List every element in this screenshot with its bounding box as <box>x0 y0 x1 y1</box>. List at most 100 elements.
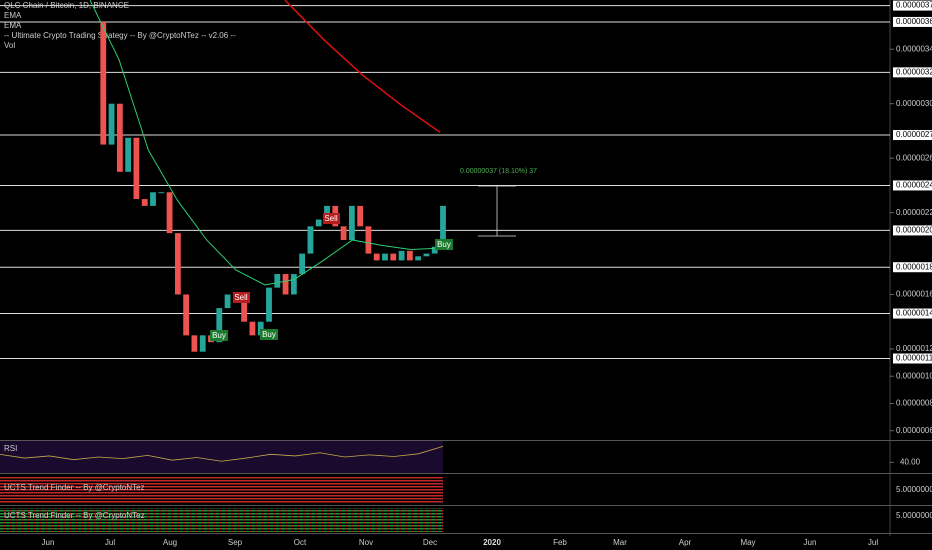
candle <box>324 205 330 220</box>
candle <box>216 308 223 343</box>
candle <box>307 226 314 254</box>
y-tick-label: 5.0000000 <box>896 485 932 494</box>
x-tick-label: Apr <box>679 538 692 547</box>
candle <box>191 335 198 352</box>
candle <box>166 192 173 234</box>
candle <box>174 233 181 295</box>
y-tick-label: 40.00 <box>900 457 921 466</box>
x-tick-label: May <box>740 538 755 547</box>
pane-label: RSI <box>4 444 17 453</box>
candle <box>282 274 289 295</box>
candle <box>133 137 140 200</box>
candle <box>199 335 206 352</box>
legend-entry: Vol <box>4 41 15 50</box>
level-label: 0.00000207 <box>896 226 932 235</box>
level-label: 0.00000146 <box>896 309 932 318</box>
candle <box>257 321 264 336</box>
x-tick-label: Jun <box>42 538 55 547</box>
candle <box>183 294 190 336</box>
x-tick-label: 2020 <box>483 538 501 547</box>
signal: Sell <box>234 293 248 302</box>
candle <box>224 294 231 309</box>
level-label-box <box>893 262 932 273</box>
level-label: 0.00000323 <box>896 67 932 76</box>
signal: Buy <box>437 240 451 249</box>
candle <box>249 321 256 336</box>
level-label: 0.00000372 <box>896 1 932 10</box>
level-label-box <box>893 353 932 364</box>
candle <box>299 253 306 275</box>
candle <box>348 205 355 240</box>
legend-entry: -- Ultimate Crypto Trading Strategy -- B… <box>4 31 236 40</box>
candle <box>340 226 347 240</box>
ucts-stripes <box>0 476 443 504</box>
candle <box>241 301 248 322</box>
level-label-box <box>893 16 932 27</box>
signal: Buy <box>212 331 226 340</box>
level-label-box <box>893 67 932 78</box>
level-label: 0.00000113 <box>896 354 932 363</box>
level-label-box <box>893 0 932 11</box>
level-label-box <box>893 225 932 236</box>
x-tick-label: Jun <box>804 538 817 547</box>
candle <box>390 253 397 261</box>
candle <box>315 219 322 227</box>
level-label-box <box>893 308 932 319</box>
ema-line <box>89 0 441 286</box>
candle <box>423 253 430 257</box>
candle <box>373 253 380 261</box>
level-label-box <box>893 130 932 141</box>
candle <box>440 205 446 247</box>
pane-label: UCTS Trend Finder -- By @CryptoNTez <box>4 483 145 492</box>
y-tick-label: 5.0000000 <box>896 511 932 520</box>
candle <box>398 250 405 261</box>
candle <box>406 250 413 261</box>
signal: Sell <box>324 214 338 223</box>
level-label-box <box>893 180 932 191</box>
ucts-stripes <box>0 508 443 532</box>
signal-box <box>260 329 278 340</box>
measure-label: 0.00000037 (18.10%) 37 <box>460 168 537 175</box>
x-tick-label: Dec <box>423 538 437 547</box>
x-tick-label: Oct <box>294 538 307 547</box>
candle <box>150 192 156 206</box>
candle <box>158 192 165 194</box>
x-tick-label: Jul <box>105 538 115 547</box>
candle <box>266 287 272 322</box>
pane-label: UCTS Trend Finder -- By @CryptoNTez <box>4 511 145 520</box>
rsi-line <box>0 445 444 462</box>
x-tick-label: Mar <box>613 538 627 547</box>
rsi-band <box>0 441 443 473</box>
signal-box <box>210 330 228 341</box>
candle <box>357 205 364 227</box>
legend-entry: EMA <box>4 21 22 30</box>
candle <box>141 199 148 206</box>
candle <box>100 21 107 145</box>
candle <box>125 137 132 172</box>
signal: Buy <box>262 330 276 339</box>
signal-box <box>233 292 250 303</box>
signal-box <box>323 213 340 224</box>
candle <box>116 103 123 172</box>
candle <box>382 253 388 261</box>
ema-line <box>284 0 441 133</box>
level-label: 0.00000277 <box>896 130 932 139</box>
x-tick-label: Feb <box>553 538 567 547</box>
candle <box>365 226 372 254</box>
candle <box>290 274 297 295</box>
candle <box>274 274 281 288</box>
candle <box>108 103 115 145</box>
